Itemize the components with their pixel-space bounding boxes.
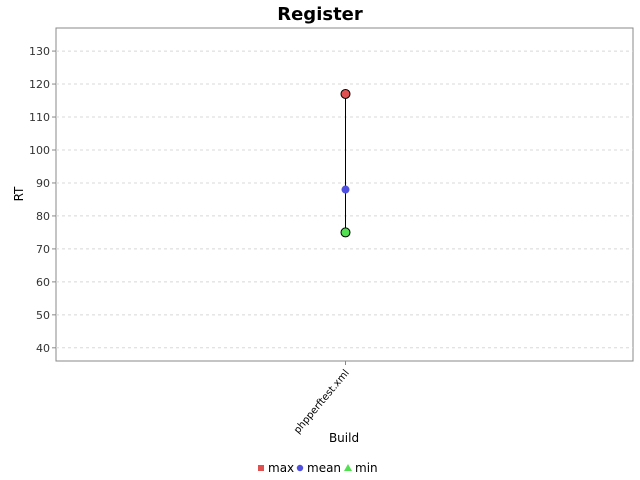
point-max: [340, 88, 351, 99]
legend-label-min: min: [355, 461, 378, 475]
legend-marker-max: [258, 465, 264, 471]
chart-title: Register: [277, 4, 363, 25]
y-tick-label: 60: [36, 276, 50, 289]
legend-label-max: max: [268, 461, 294, 475]
y-tick-label: 120: [29, 78, 50, 91]
y-tick-label: 80: [36, 210, 50, 223]
grid-lines: [56, 50, 633, 349]
y-tick-label: 40: [36, 342, 50, 355]
y-tick-label: 100: [29, 144, 50, 157]
y-tick-label: 110: [29, 111, 50, 124]
legend-label-mean: mean: [307, 461, 341, 475]
legend-marker-mean: [296, 464, 304, 472]
point-min: [340, 227, 351, 238]
x-axis-label: Build: [329, 431, 359, 445]
point-mean: [341, 185, 350, 194]
x-tick-label: phpperftest.xml: [292, 368, 352, 436]
y-tick-label: 130: [29, 45, 50, 58]
y-tick-label: 90: [36, 177, 50, 190]
plot-area: [55, 27, 634, 362]
y-axis: 40 50 60 70 80 90 100 110 120 130: [29, 45, 56, 355]
legend-marker-min: [344, 464, 352, 471]
series-marks: [340, 88, 351, 238]
y-tick-label: 50: [36, 309, 50, 322]
x-axis: phpperftest.xml: [292, 361, 352, 436]
legend: max mean min: [258, 461, 378, 475]
y-axis-label: RT: [12, 186, 26, 201]
y-tick-label: 70: [36, 243, 50, 256]
